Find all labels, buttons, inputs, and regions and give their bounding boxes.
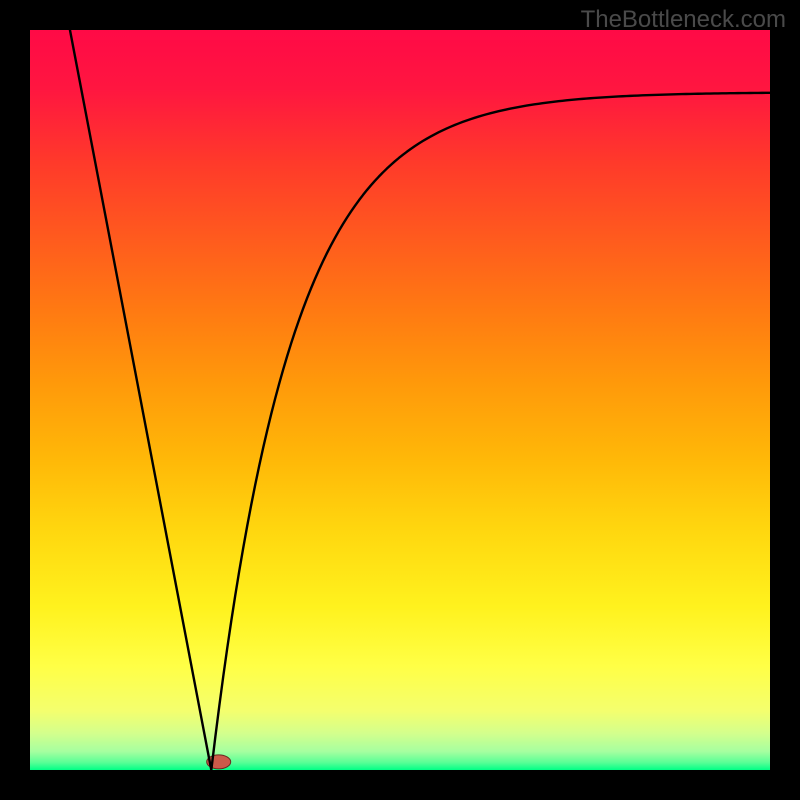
plot-area: [30, 30, 770, 770]
watermark-text: TheBottleneck.com: [581, 6, 786, 34]
chart-container: TheBottleneck.com: [0, 0, 800, 800]
plot-svg: [30, 30, 770, 770]
